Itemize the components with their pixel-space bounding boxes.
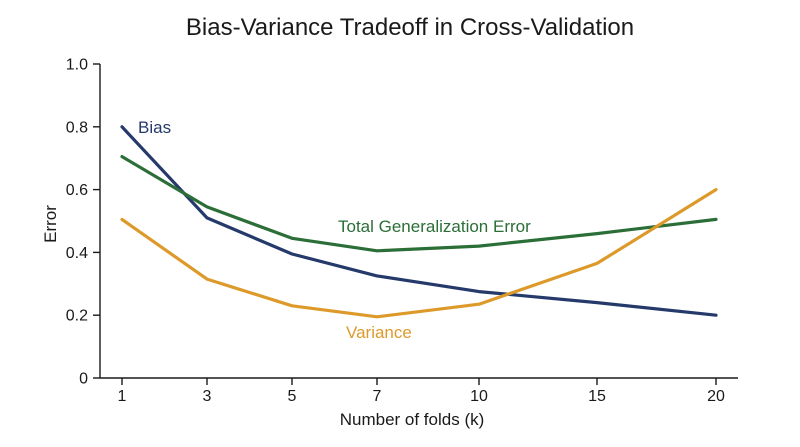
y-tick-label: 1.0	[66, 57, 88, 74]
x-tick-label: 1	[118, 388, 127, 405]
series-label-total-generalization-error: Total Generalization Error	[338, 217, 531, 236]
series-line-total-generalization-error	[120, 155, 718, 253]
y-axis-label: Error	[41, 205, 60, 243]
series-line-bias	[120, 125, 718, 317]
x-axis-label: Number of folds (k)	[340, 410, 485, 429]
y-tick-label: 0.2	[66, 308, 88, 325]
series-line-variance	[120, 188, 718, 319]
x-tick-label: 3	[203, 388, 212, 405]
y-tick-label: 0.8	[66, 119, 88, 136]
y-ticks: 0 0.2 0.4 0.6 0.8 1.0	[66, 57, 100, 388]
y-axis: 0 0.2 0.4 0.6 0.8 1.0 Error	[41, 57, 101, 388]
y-tick-label: 0	[79, 371, 88, 388]
x-axis: 1 3 5 7 10 15 20 Number of folds (k)	[100, 377, 738, 429]
series-label-bias: Bias	[138, 118, 171, 137]
chart-title: Bias-Variance Tradeoff in Cross-Validati…	[186, 14, 634, 41]
series-group	[120, 125, 718, 319]
x-ticks: 1 3 5 7 10 15 20	[118, 378, 725, 405]
x-tick-label: 20	[707, 388, 725, 405]
series-label-variance: Variance	[346, 323, 412, 342]
y-tick-label: 0.4	[66, 245, 88, 262]
y-tick-label: 0.6	[66, 182, 88, 199]
x-tick-label: 5	[288, 388, 297, 405]
x-tick-label: 15	[588, 388, 606, 405]
x-tick-label: 7	[373, 388, 382, 405]
x-tick-label: 10	[470, 388, 488, 405]
